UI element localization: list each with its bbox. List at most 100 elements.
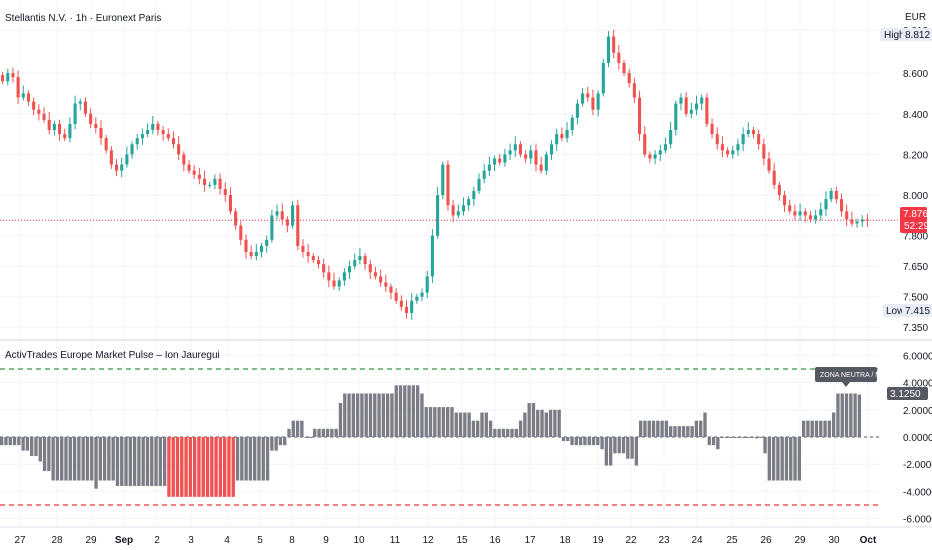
candle-body [814, 215, 818, 220]
histogram-bar [154, 437, 158, 486]
histogram-bar [844, 393, 849, 437]
histogram-bar [823, 420, 827, 437]
histogram-bar [25, 437, 30, 451]
candle-body [218, 178, 222, 189]
histogram-bar [750, 437, 754, 438]
candle-body [363, 256, 367, 265]
candle-body [213, 178, 217, 185]
histogram-bar [192, 437, 197, 497]
countdown-value: 52:29 [904, 221, 929, 232]
candle-body [265, 239, 269, 246]
candle-body [793, 211, 797, 216]
candle-body [6, 73, 10, 82]
histogram-bar [484, 412, 488, 437]
candle-body [21, 93, 25, 98]
histogram-bar [488, 420, 493, 437]
time-tick-label: 30 [828, 535, 840, 546]
candle-body [130, 144, 134, 155]
histogram-bar [467, 412, 471, 437]
indicator-tick-label: -4.0000 [903, 487, 932, 498]
histogram-bar [720, 437, 724, 438]
candle-body [249, 251, 253, 257]
histogram-bar [355, 393, 360, 437]
candle-body [291, 205, 295, 226]
candle-body [203, 178, 207, 185]
histogram-bar [591, 437, 596, 446]
indicator-current-value: 3.1250 [890, 389, 921, 400]
histogram-bar [377, 393, 381, 437]
candle-body [353, 260, 357, 267]
indicator-tick-label: -2.0000 [903, 460, 932, 471]
candle-body [736, 144, 740, 151]
candle-body [565, 130, 569, 139]
candle-body [824, 199, 828, 210]
histogram-bar [244, 437, 248, 481]
candle-body [777, 184, 781, 196]
candle-body [524, 154, 528, 159]
candle-body [47, 119, 51, 131]
candle-body [591, 97, 595, 110]
price-tick-label: 7.500 [903, 293, 928, 304]
candle-body [772, 170, 776, 185]
candle-body [663, 144, 667, 151]
histogram-bar [150, 437, 154, 486]
histogram-bar [518, 420, 523, 437]
histogram-bar [458, 412, 463, 437]
candle-body [513, 144, 517, 151]
histogram-bar [120, 437, 124, 486]
histogram-bar [270, 437, 274, 451]
candle-body [674, 103, 678, 131]
histogram-bar [754, 437, 759, 439]
histogram-bar [8, 437, 12, 446]
histogram-bar [300, 420, 304, 437]
time-tick-label: 10 [353, 535, 365, 546]
time-tick-label: 22 [625, 535, 637, 546]
zone-label: ZONA NEUTRA / MIXTA [820, 372, 896, 379]
histogram-bar [180, 437, 184, 497]
time-tick-label: 19 [592, 535, 604, 546]
candle-body [125, 154, 129, 165]
histogram-bar [707, 437, 711, 446]
candle-body [467, 199, 471, 206]
histogram-bar [407, 385, 411, 437]
histogram-bar [857, 394, 862, 437]
histogram-bar [711, 437, 716, 446]
histogram-bar [240, 437, 244, 481]
candle-body [632, 83, 636, 98]
indicator-histogram [0, 368, 880, 506]
histogram-bar [771, 437, 776, 481]
time-tick-label: 9 [323, 535, 329, 546]
histogram-bar [789, 437, 793, 481]
candle-body [798, 211, 802, 216]
histogram-bar [291, 420, 295, 437]
histogram-bar [398, 385, 403, 437]
candle-body [430, 235, 434, 277]
histogram-bar [158, 437, 163, 486]
histogram-bar [608, 437, 613, 466]
histogram-bar [47, 437, 51, 471]
candle-body [32, 101, 36, 110]
candle-body [601, 62, 605, 94]
candle-body [581, 93, 585, 104]
candle-body [187, 164, 191, 171]
histogram-bar [664, 420, 669, 437]
histogram-bar [12, 437, 17, 446]
indicator-value-badge: 3.1250 [887, 387, 928, 400]
time-tick-label: 15 [456, 535, 468, 546]
candle-body [669, 130, 673, 145]
candle-body [441, 164, 445, 196]
histogram-bar [381, 393, 386, 437]
candle-body [425, 276, 429, 293]
histogram-bar [197, 437, 201, 497]
histogram-bar [480, 412, 484, 437]
time-tick-label: 5 [257, 535, 263, 546]
histogram-bar [72, 437, 77, 481]
candle-body [379, 276, 383, 283]
histogram-bar [548, 409, 553, 437]
candle-body [493, 158, 497, 165]
histogram-bar [21, 437, 25, 451]
candle-body [498, 158, 502, 163]
candle-body [508, 150, 512, 155]
price-tick-label: 7.650 [903, 262, 928, 273]
candle-body [767, 158, 771, 171]
